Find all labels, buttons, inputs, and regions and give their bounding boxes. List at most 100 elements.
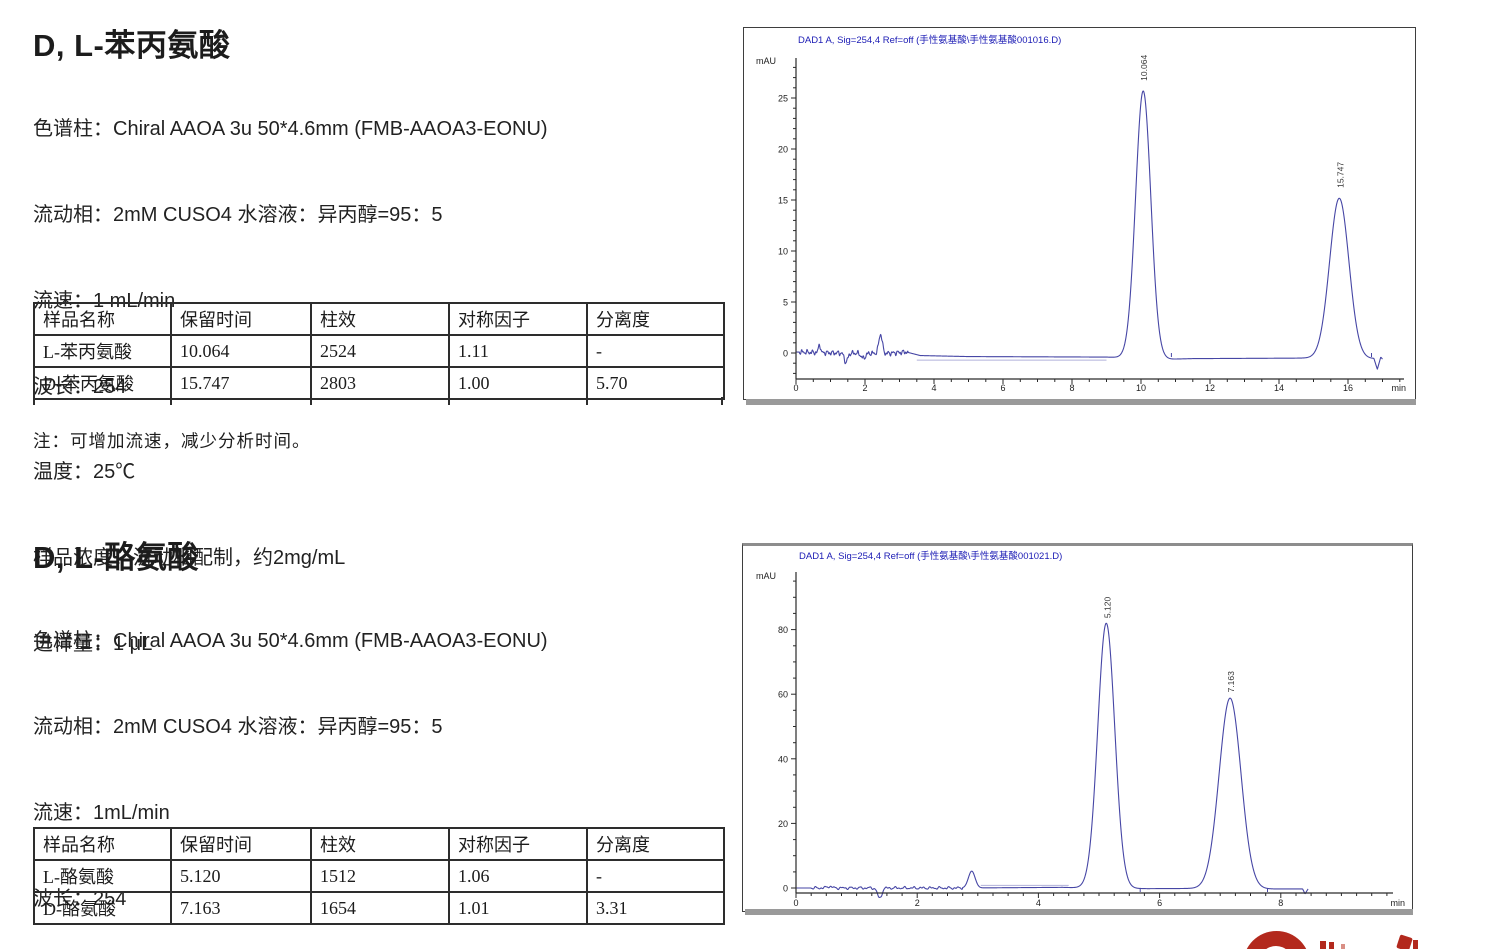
svg-text:12: 12 <box>1205 383 1215 393</box>
table-header-cell: 样品名称 <box>33 302 172 336</box>
chart-title: DAD1 A, Sig=254,4 Ref=off (手性氨基酸\手性氨基酸00… <box>799 551 1063 562</box>
table-cell: 1.01 <box>448 891 588 925</box>
section-1-title: D, L-苯丙氨酸 <box>33 28 231 63</box>
svg-text:min: min <box>1391 383 1406 393</box>
svg-text:6: 6 <box>1000 383 1005 393</box>
table-cell: 3.31 <box>586 891 725 925</box>
svg-text:10.064: 10.064 <box>1139 55 1149 81</box>
chart-canvas: 0 20 40 60 80 0 2 4 6 8 min mAU 5.120 7.163 <box>756 571 1405 908</box>
table-row: D-酪氨酸 7.163 1654 1.01 3.31 <box>33 891 725 925</box>
note-text: 注：可增加流速，减少分析时间。 <box>33 431 311 451</box>
svg-text:0: 0 <box>783 349 788 359</box>
table-cell: 1512 <box>310 859 450 893</box>
svg-text:4: 4 <box>1036 898 1041 908</box>
table-header-cell: 保留时间 <box>170 827 312 861</box>
table-header-row: 样品名称 保留时间 柱效 对称因子 分离度 <box>33 302 725 336</box>
table-cell: - <box>586 334 725 368</box>
svg-text:20: 20 <box>778 819 788 829</box>
spec-line: 色谱柱：Chiral AAOA 3u 50*4.6mm (FMB-AAOA3-E… <box>33 118 548 141</box>
svg-text:40: 40 <box>778 754 788 764</box>
svg-text:0: 0 <box>783 884 788 894</box>
svg-text:15: 15 <box>778 196 788 206</box>
chart-shadow <box>746 399 1416 405</box>
table-header-row: 样品名称 保留时间 柱效 对称因子 分离度 <box>33 827 725 861</box>
table-header-cell: 柱效 <box>310 302 450 336</box>
chart-shadow <box>745 909 1413 915</box>
table-header-cell: 对称因子 <box>448 827 588 861</box>
table-header-cell: 柱效 <box>310 827 450 861</box>
svg-text:mAU: mAU <box>756 56 776 66</box>
svg-text:8: 8 <box>1069 383 1074 393</box>
svg-text:4: 4 <box>931 383 936 393</box>
svg-text:60: 60 <box>778 690 788 700</box>
svg-text:2: 2 <box>862 383 867 393</box>
table-cell: 2803 <box>310 366 450 400</box>
table-cell: 1.11 <box>448 334 588 368</box>
svg-text:15.747: 15.747 <box>1335 162 1345 188</box>
spec-line: 温度：25℃ <box>33 461 136 484</box>
chart-canvas: 0 5 10 15 20 25 0 2 4 6 8 10 12 14 16 min mAU 10.064 15.74… <box>756 55 1406 393</box>
spec-line: 进样量：1 μL <box>33 632 153 655</box>
chromatogram-2: 0 20 40 60 80 0 2 4 6 8 min mAU 5.120 7.163 DAD1 A, S… <box>742 543 1413 912</box>
partial-logo-letter-mark <box>1413 940 1418 949</box>
svg-text:mAU: mAU <box>756 571 776 581</box>
svg-text:2: 2 <box>915 898 920 908</box>
chart-title: DAD1 A, Sig=254,4 Ref=off (手性氨基酸\手性氨基酸00… <box>798 35 1062 46</box>
table-cell: L-酪氨酸 <box>33 859 172 893</box>
results-table-2: 样品名称 保留时间 柱效 对称因子 分离度 L-酪氨酸 5.120 1512 1… <box>33 827 725 925</box>
table-cell: - <box>586 859 725 893</box>
table-cell: D-苯丙氨酸 <box>33 366 172 400</box>
spec-line: 样品浓度：流动相配制，约2mg/mL <box>33 547 346 570</box>
svg-text:80: 80 <box>778 625 788 635</box>
svg-text:5: 5 <box>783 298 788 308</box>
svg-text:8: 8 <box>1278 898 1283 908</box>
spec-line: 流动相：2mM CUSO4 水溶液：异丙醇=95：5 <box>33 715 443 738</box>
section-1-spec-list: 色谱柱：Chiral AAOA 3u 50*4.6mm (FMB-AAOA3-E… <box>33 58 548 716</box>
svg-text:20: 20 <box>778 145 788 155</box>
table-cutoff-mark <box>586 397 588 405</box>
table-cutoff-mark <box>310 397 312 405</box>
partial-logo-circle <box>1243 931 1310 949</box>
section-2-title: D, L-酪氨酸 <box>33 540 199 575</box>
partial-logo-circle-hole <box>1259 946 1293 949</box>
table-cell: 1.00 <box>448 366 588 400</box>
results-table-1: 样品名称 保留时间 柱效 对称因子 分离度 L-苯丙氨酸 10.064 2524… <box>33 302 725 400</box>
svg-text:10: 10 <box>778 247 788 257</box>
table-header-cell: 分离度 <box>586 302 725 336</box>
table-cell: 5.120 <box>170 859 312 893</box>
table-cell: 10.064 <box>170 334 312 368</box>
svg-text:6: 6 <box>1157 898 1162 908</box>
table-header-cell: 保留时间 <box>170 302 312 336</box>
table-cutoff-mark <box>721 397 723 405</box>
table-cutoff-mark <box>170 397 172 405</box>
table-cutoff-mark <box>448 397 450 405</box>
table-cell: 7.163 <box>170 891 312 925</box>
svg-text:7.163: 7.163 <box>1226 671 1236 693</box>
svg-text:0: 0 <box>793 383 798 393</box>
svg-text:5.120: 5.120 <box>1102 597 1112 619</box>
partial-logo-letter-mark <box>1329 942 1334 949</box>
table-cell: 2524 <box>310 334 450 368</box>
table-cell: 15.747 <box>170 366 312 400</box>
svg-text:25: 25 <box>778 94 788 104</box>
svg-text:0: 0 <box>793 898 798 908</box>
table-cutoff-mark <box>33 397 35 405</box>
partial-logo-letter-mark <box>1396 934 1413 949</box>
partial-logo-letter-mark <box>1341 944 1345 949</box>
table-cell: 5.70 <box>586 366 725 400</box>
table-row: L-酪氨酸 5.120 1512 1.06 - <box>33 859 725 893</box>
svg-text:16: 16 <box>1343 383 1353 393</box>
spec-line: 流动相：2mM CUSO4 水溶液：异丙醇=95：5 <box>33 203 443 226</box>
chromatogram-1: 0 5 10 15 20 25 0 2 4 6 8 10 12 14 16 min mAU 10.064 15.74… <box>743 27 1416 400</box>
table-header-cell: 样品名称 <box>33 827 172 861</box>
table-header-cell: 对称因子 <box>448 302 588 336</box>
partial-logo-letter-mark <box>1320 941 1326 949</box>
table-header-cell: 分离度 <box>586 827 725 861</box>
table-row: L-苯丙氨酸 10.064 2524 1.11 - <box>33 334 725 368</box>
table-cell: 1.06 <box>448 859 588 893</box>
svg-text:14: 14 <box>1274 383 1284 393</box>
table-row: D-苯丙氨酸 15.747 2803 1.00 5.70 <box>33 366 725 400</box>
table-cell: L-苯丙氨酸 <box>33 334 172 368</box>
table-cell: 1654 <box>310 891 450 925</box>
